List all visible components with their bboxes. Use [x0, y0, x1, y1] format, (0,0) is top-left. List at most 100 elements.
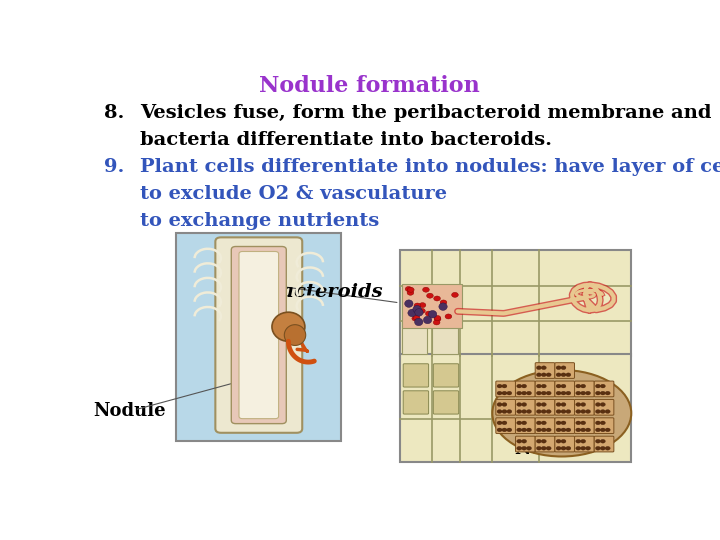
Text: to exchange nutrients: to exchange nutrients [140, 212, 379, 231]
FancyBboxPatch shape [555, 363, 575, 379]
Circle shape [556, 447, 561, 450]
Circle shape [526, 447, 531, 450]
Circle shape [408, 287, 414, 292]
Circle shape [521, 421, 526, 425]
Ellipse shape [423, 316, 432, 323]
Circle shape [600, 403, 606, 407]
Circle shape [580, 384, 585, 388]
Circle shape [576, 428, 581, 432]
Circle shape [507, 392, 512, 395]
Circle shape [517, 403, 522, 407]
Ellipse shape [428, 310, 437, 318]
Circle shape [606, 392, 611, 395]
Circle shape [536, 428, 541, 432]
Circle shape [541, 440, 546, 443]
Circle shape [600, 447, 606, 450]
Circle shape [600, 410, 606, 414]
FancyBboxPatch shape [496, 418, 516, 434]
FancyBboxPatch shape [555, 381, 575, 397]
Circle shape [517, 440, 522, 443]
Text: Vesicles fuse, form the peribacteroid membrane and: Vesicles fuse, form the peribacteroid me… [140, 104, 711, 122]
Circle shape [561, 403, 566, 407]
FancyBboxPatch shape [555, 400, 575, 415]
Circle shape [566, 392, 571, 395]
Circle shape [600, 428, 606, 432]
Circle shape [419, 302, 426, 308]
Text: Bacteroids: Bacteroids [266, 283, 383, 301]
Circle shape [517, 392, 522, 395]
Circle shape [433, 320, 440, 325]
Circle shape [541, 421, 546, 425]
Circle shape [497, 410, 502, 414]
Circle shape [580, 440, 585, 443]
Circle shape [561, 392, 566, 395]
Circle shape [595, 421, 600, 425]
Ellipse shape [415, 309, 423, 316]
FancyBboxPatch shape [239, 252, 279, 418]
Circle shape [541, 410, 546, 414]
Circle shape [546, 410, 551, 414]
Circle shape [556, 410, 561, 414]
Circle shape [497, 428, 502, 432]
Circle shape [566, 428, 571, 432]
FancyBboxPatch shape [496, 381, 516, 397]
Circle shape [546, 373, 551, 376]
Text: bacteria differentiate into bacteroids.: bacteria differentiate into bacteroids. [140, 131, 552, 150]
Circle shape [521, 384, 526, 388]
Text: Nodule formation: Nodule formation [258, 75, 480, 97]
Circle shape [502, 392, 507, 395]
Bar [176, 233, 341, 441]
Circle shape [502, 410, 507, 414]
Ellipse shape [413, 306, 421, 313]
Circle shape [434, 316, 441, 322]
Circle shape [497, 392, 502, 395]
Circle shape [536, 447, 541, 450]
Circle shape [541, 384, 546, 388]
FancyBboxPatch shape [535, 363, 555, 379]
Circle shape [556, 366, 561, 369]
Circle shape [576, 403, 581, 407]
Circle shape [526, 410, 531, 414]
Circle shape [556, 403, 561, 407]
FancyBboxPatch shape [594, 418, 614, 434]
Circle shape [561, 421, 566, 425]
Bar [432, 287, 458, 319]
Circle shape [541, 392, 546, 395]
Circle shape [595, 384, 600, 388]
Circle shape [517, 421, 522, 425]
Circle shape [521, 410, 526, 414]
Text: to exclude O2 & vasculature: to exclude O2 & vasculature [140, 185, 447, 204]
Circle shape [606, 428, 611, 432]
Circle shape [576, 392, 581, 395]
Bar [400, 354, 631, 462]
Circle shape [600, 384, 606, 388]
Circle shape [561, 410, 566, 414]
Circle shape [423, 287, 429, 292]
Circle shape [434, 315, 441, 320]
Circle shape [407, 291, 414, 295]
Circle shape [595, 447, 600, 450]
FancyBboxPatch shape [516, 381, 535, 397]
Circle shape [566, 447, 571, 450]
Circle shape [507, 428, 512, 432]
Circle shape [561, 384, 566, 388]
FancyBboxPatch shape [575, 436, 594, 452]
Circle shape [561, 428, 566, 432]
Circle shape [541, 403, 546, 407]
Bar [402, 284, 462, 328]
Circle shape [517, 384, 522, 388]
Circle shape [606, 410, 611, 414]
FancyBboxPatch shape [215, 238, 302, 433]
Circle shape [600, 440, 606, 443]
Circle shape [536, 392, 541, 395]
Circle shape [405, 287, 412, 292]
Circle shape [541, 366, 546, 369]
Ellipse shape [415, 318, 423, 326]
Circle shape [595, 428, 600, 432]
FancyBboxPatch shape [535, 436, 555, 452]
Ellipse shape [284, 325, 306, 346]
FancyBboxPatch shape [433, 364, 459, 387]
Circle shape [536, 440, 541, 443]
Ellipse shape [405, 300, 413, 307]
Circle shape [566, 373, 571, 376]
